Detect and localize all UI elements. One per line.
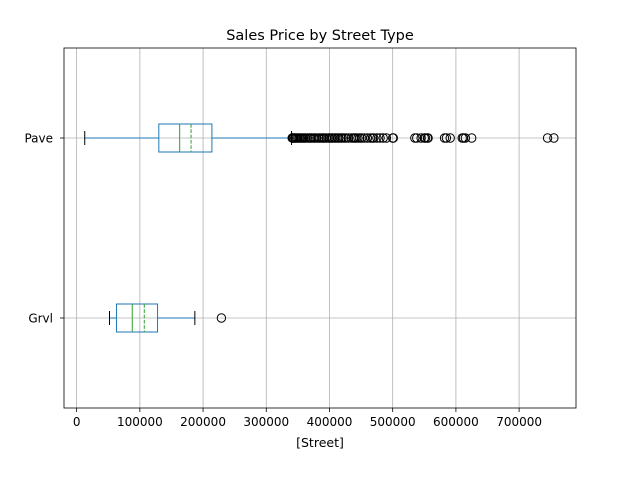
x-tick-label: 100000 [117,415,163,429]
iqr-box [158,123,213,153]
chart-title: Sales Price by Street Type [226,28,414,44]
outlier-point [381,133,392,143]
y-tick-label: Grvl [28,312,53,326]
outlier-point [388,133,399,143]
outlier-point [460,133,471,143]
x-axis-label: [Street] [296,435,344,450]
outlier-point [375,133,385,143]
outlier-point [467,133,477,143]
x-tick-label: 500000 [370,415,416,429]
outlier-point [372,133,382,143]
outlier-point [216,313,227,323]
outlier-point [343,133,354,143]
boxplot-pave [84,123,559,153]
outlier-point [445,133,455,143]
outlier-point [542,133,553,143]
axes-layer: 0 100000 200000 300000 400000 500000 600000 700… [24,47,577,429]
y-tick-label: Pave [24,132,53,146]
x-tick-label: 600000 [433,415,479,429]
iqr-box [115,303,159,333]
axes-frame [63,47,577,409]
outlier-point [362,133,373,143]
x-tick-label: 700000 [496,415,542,429]
outlier-point [369,133,379,143]
outlier-point [423,133,433,143]
outlier-point [441,133,452,143]
outlier-point [549,133,559,143]
x-tick-label: 200000 [180,415,226,429]
boxplot-grvl [109,303,227,333]
outlier-point [416,133,426,143]
boxes-layer [84,123,559,333]
x-tick-label: 0 [73,415,81,429]
x-tick-label: 300000 [243,415,289,429]
outlier-point [378,133,388,143]
x-tick-label: 400000 [307,415,353,429]
